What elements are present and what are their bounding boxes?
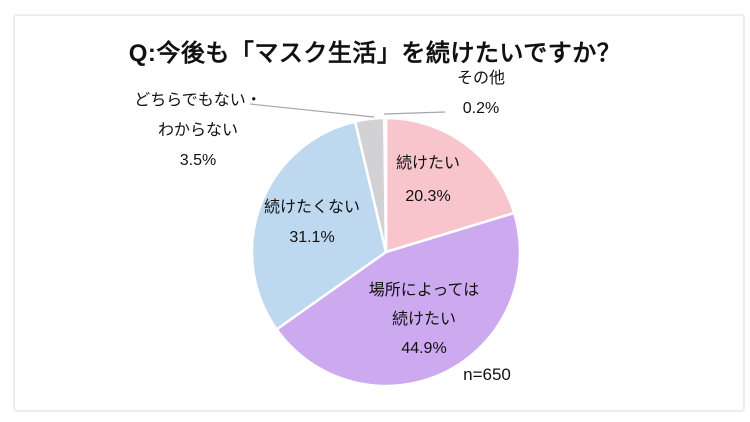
- sample-size-label: n=650: [463, 365, 511, 384]
- pie-slice-0: [384, 116, 516, 254]
- label-neither-unknown: どちらでもない・ わからない 3.5%: [108, 86, 288, 176]
- label-continue: 続けたい 20.3%: [358, 147, 498, 213]
- label-depends-on-place: 場所によっては 続けたい 44.9%: [344, 276, 504, 363]
- label-not-continue: 続けたくない 31.1%: [232, 193, 392, 253]
- label-other-percent: 0.2%: [462, 100, 500, 117]
- pie-slices-group: [250, 116, 522, 388]
- label-other: その他 0.2%: [431, 64, 531, 124]
- label-continue-name: 続けたい: [395, 155, 460, 172]
- label-depends-percent: 44.9%: [401, 340, 447, 357]
- pie-chart: [250, 116, 522, 388]
- label-neither-line2: わからない: [157, 122, 238, 139]
- label-depends-line2: 続けたい: [391, 311, 456, 328]
- label-not-continue-percent: 31.1%: [289, 229, 335, 246]
- label-not-continue-name: 続けたくない: [263, 199, 360, 216]
- pie-slice-2: [250, 120, 388, 331]
- label-continue-percent: 20.3%: [405, 188, 451, 205]
- label-neither-line1: どちらでもない・: [134, 92, 262, 109]
- label-other-name: その他: [456, 70, 505, 87]
- pie-slice-1: [275, 211, 522, 388]
- label-neither-percent: 3.5%: [179, 152, 217, 169]
- label-depends-line1: 場所によっては: [368, 282, 480, 299]
- pie-slice-4: [383, 116, 388, 254]
- chart-title: Q:今後も「マスク生活」を続けたいですか？: [128, 40, 622, 67]
